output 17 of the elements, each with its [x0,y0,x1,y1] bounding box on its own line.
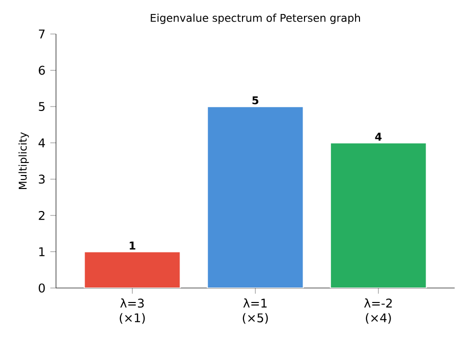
y-tick-label: 6 [38,66,45,75]
data-label: 5 [252,96,258,104]
y-tick-label: 1 [39,247,44,256]
data-label: 1 [130,242,136,250]
x-tick-label: λ=-2 (×4) [364,298,392,324]
chart-title: Eigenvalue spectrum of Petersen graph [150,14,360,24]
x-tick-label: λ=1 (×5) [242,298,268,324]
y-tick-label: 0 [38,283,45,293]
x-tick-label: λ=3 (×1) [120,298,145,324]
y-tick-label: 5 [38,102,45,112]
y-tick-label: 3 [38,174,45,184]
y-tick-label: 7 [38,30,45,38]
y-axis-title: Multiplicity [18,132,29,190]
data-label: 4 [375,132,382,141]
y-tick-label: 4 [38,138,45,148]
y-tick-label: 2 [38,210,44,220]
bar [330,142,427,288]
